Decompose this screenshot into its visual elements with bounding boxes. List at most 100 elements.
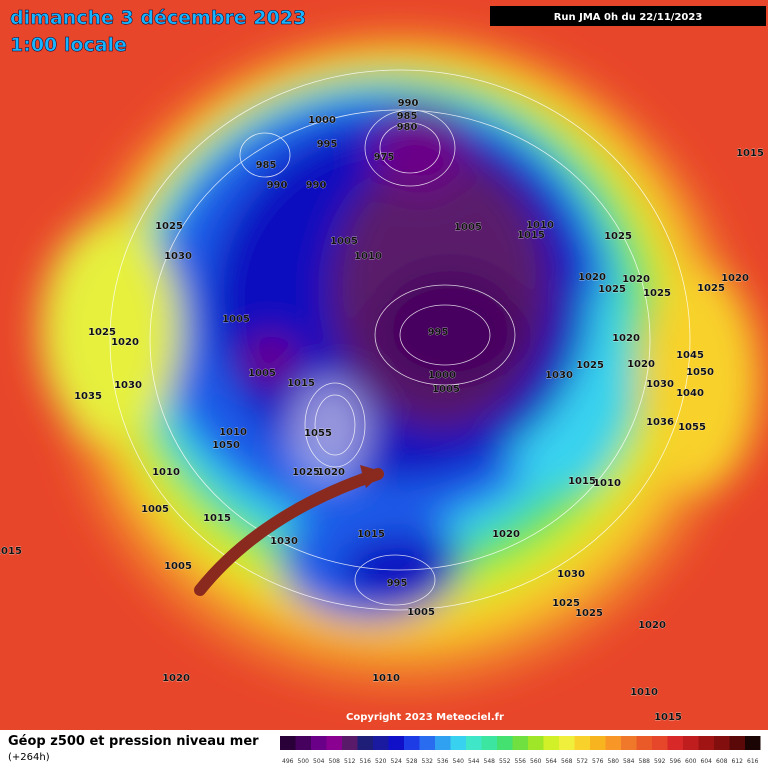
isobar-label: 1025 <box>575 608 603 619</box>
isobar-label: 1025 <box>88 327 116 338</box>
geopotential-field <box>0 0 768 730</box>
legend-label: 604 <box>701 758 713 765</box>
legend-label: 500 <box>298 758 310 765</box>
copyright: Copyright 2023 Meteociel.fr <box>346 712 504 723</box>
legend-label: 592 <box>654 758 666 765</box>
isobar-label: 1030 <box>164 251 192 262</box>
legend-label: 532 <box>422 758 434 765</box>
legend-swatch <box>311 736 327 750</box>
isobar-label: 1005 <box>248 368 276 379</box>
isobar-label: 1025 <box>552 598 580 609</box>
isobar-label: 1040 <box>676 388 704 399</box>
isobar-label: 1045 <box>676 350 704 361</box>
legend-swatch <box>481 736 497 750</box>
isobar-label: 1010 <box>593 478 621 489</box>
legend-label: 564 <box>546 758 558 765</box>
legend-label: 588 <box>639 758 651 765</box>
legend-label: 508 <box>329 758 341 765</box>
legend-swatch <box>714 736 730 750</box>
legend-label: 600 <box>685 758 697 765</box>
legend-swatch <box>435 736 451 750</box>
legend-swatch <box>419 736 435 750</box>
subtitle: 1:00 locale <box>10 34 127 56</box>
isobar-label: 1005 <box>141 504 169 515</box>
isobar-label: 1005 <box>164 561 192 572</box>
isobar-label: 1020 <box>578 272 606 283</box>
isobar-label: 1005 <box>432 384 460 395</box>
isobar-label: 1005 <box>454 222 482 233</box>
isobar-label: 1030 <box>557 569 585 580</box>
isobar-label: 1030 <box>270 536 298 547</box>
isobar-label: 1005 <box>330 236 358 247</box>
legend-swatch <box>280 736 296 750</box>
legend-label: 504 <box>313 758 325 765</box>
legend-label: 516 <box>360 758 372 765</box>
isobar-label: 1025 <box>598 284 626 295</box>
isobar-label: 1000 <box>308 115 336 126</box>
legend-label: 616 <box>747 758 759 765</box>
legend-swatch <box>636 736 652 750</box>
arrow <box>194 468 384 596</box>
legend-swatch <box>667 736 683 750</box>
legend-label: 568 <box>561 758 573 765</box>
legend-label: 560 <box>530 758 542 765</box>
legend-swatch <box>605 736 621 750</box>
legend-swatch <box>745 736 761 750</box>
legend-swatch <box>497 736 513 750</box>
legend-label: 548 <box>484 758 496 765</box>
isobar-label: 990 <box>306 180 327 191</box>
isobar-label: 1020 <box>638 620 666 631</box>
isobar-label: 1025 <box>576 360 604 371</box>
color-legend: 496 500 504 508 512 516 520 524 528 532 536 540 544 5… <box>280 736 761 765</box>
isobar-label: 1015 <box>517 230 545 241</box>
isobar-label: 1025 <box>697 283 725 294</box>
isobar-label: 1020 <box>612 333 640 344</box>
isobar-label: 1015 <box>0 546 22 557</box>
isobar-label: 1025 <box>155 221 183 232</box>
legend-label: 544 <box>468 758 480 765</box>
legend-label: 520 <box>375 758 387 765</box>
legend-swatch <box>342 736 358 750</box>
legend-swatch <box>388 736 404 750</box>
isobar-label: 1015 <box>568 476 596 487</box>
isobar-label: 995 <box>387 578 408 589</box>
isobar-label: 1000 <box>428 370 456 381</box>
legend-label: 608 <box>716 758 728 765</box>
legend-label: 552 <box>499 758 511 765</box>
isobar-label: 1010 <box>526 220 554 231</box>
isobar-label: 1015 <box>203 513 231 524</box>
isobar-label: 1020 <box>622 274 650 285</box>
legend-label: 536 <box>437 758 449 765</box>
isobar-label: 990 <box>398 98 419 109</box>
legend-swatch <box>652 736 668 750</box>
legend-swatch <box>295 736 311 750</box>
isobar-label: 995 <box>317 139 338 150</box>
isobar-label: 995 <box>428 327 449 338</box>
legend-label: 576 <box>592 758 604 765</box>
isobar-label: 1010 <box>152 467 180 478</box>
isobar-label: 1005 <box>222 314 250 325</box>
legend-label: 612 <box>732 758 744 765</box>
isobar-label: 1015 <box>357 529 385 540</box>
isobar-label: 1036 <box>646 417 674 428</box>
legend-label: 524 <box>391 758 403 765</box>
legend-label: 496 <box>282 758 294 765</box>
isobar-label: 1005 <box>407 607 435 618</box>
legend-swatch <box>326 736 342 750</box>
isobar-label: 1020 <box>111 337 139 348</box>
isobar-label: 1025 <box>292 467 320 478</box>
legend-swatch <box>698 736 714 750</box>
legend-label: 580 <box>608 758 620 765</box>
isobar-label: 1030 <box>114 380 142 391</box>
isobar-label: 1020 <box>721 273 749 284</box>
isobar-label: 1030 <box>545 370 573 381</box>
isobar-label: 1015 <box>736 148 764 159</box>
isobar-label: 1020 <box>162 673 190 684</box>
legend-swatch <box>559 736 575 750</box>
legend-swatch <box>404 736 420 750</box>
legend-swatch <box>574 736 590 750</box>
legend-label: 584 <box>623 758 635 765</box>
isobar-label: 1020 <box>492 529 520 540</box>
isobar-label: 980 <box>397 122 418 133</box>
